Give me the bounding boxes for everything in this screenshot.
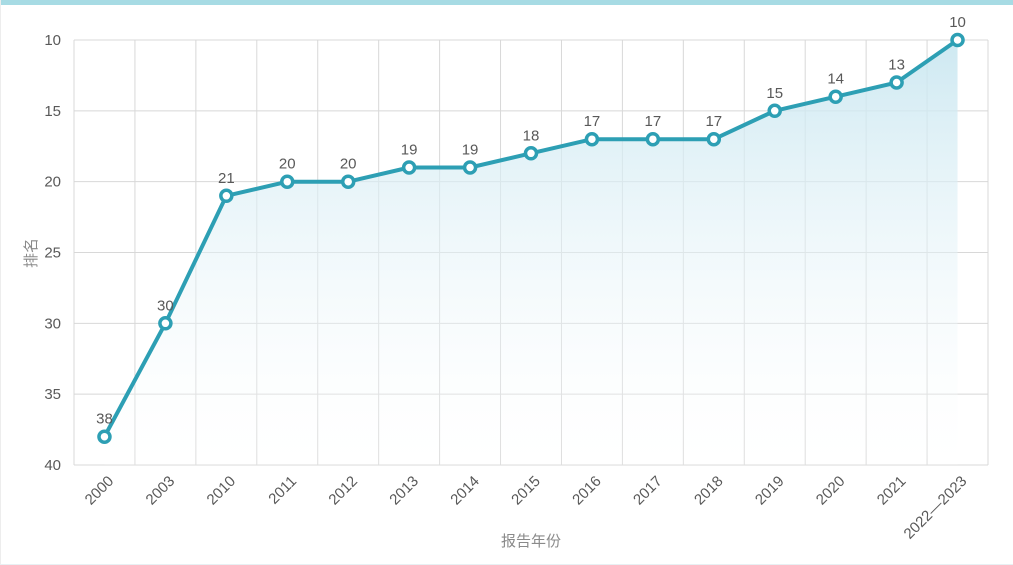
y-tick-label: 30 bbox=[44, 315, 61, 332]
data-point-label: 18 bbox=[523, 127, 540, 144]
data-point-marker[interactable] bbox=[767, 103, 782, 119]
y-tick-label: 10 bbox=[44, 32, 61, 49]
data-point-label: 13 bbox=[888, 57, 905, 74]
data-point-label: 10 bbox=[949, 14, 966, 31]
data-point-marker[interactable] bbox=[462, 160, 478, 175]
data-point-label: 19 bbox=[462, 142, 479, 159]
x-tick-label: 2022—2023 bbox=[901, 473, 971, 543]
x-tick-label: 2013 bbox=[386, 473, 422, 509]
data-point-label: 20 bbox=[340, 156, 357, 173]
x-tick-label: 2021 bbox=[874, 473, 910, 509]
data-point-label: 14 bbox=[827, 71, 844, 88]
data-point-marker[interactable] bbox=[706, 131, 722, 147]
area-fill bbox=[104, 40, 958, 465]
y-tick-label: 40 bbox=[44, 457, 61, 474]
x-axis-title: 报告年份 bbox=[501, 533, 561, 550]
data-point-marker[interactable] bbox=[219, 188, 234, 204]
x-tick-label: 2018 bbox=[691, 473, 727, 509]
data-point-marker[interactable] bbox=[97, 429, 112, 444]
y-tick-label: 35 bbox=[44, 386, 61, 403]
data-point-label: 17 bbox=[705, 113, 722, 130]
y-tick-label: 15 bbox=[44, 103, 61, 120]
data-point-marker[interactable] bbox=[401, 160, 417, 175]
data-point-marker[interactable] bbox=[889, 75, 904, 90]
data-point-marker[interactable] bbox=[523, 146, 539, 161]
y-axis-title: 排名 bbox=[23, 238, 40, 268]
x-tick-label: 2016 bbox=[569, 473, 605, 509]
x-tick-label: 2019 bbox=[752, 473, 788, 509]
x-tick-label: 2003 bbox=[143, 473, 179, 509]
data-point-label: 17 bbox=[645, 113, 662, 130]
data-point-marker[interactable] bbox=[340, 174, 356, 189]
data-point-marker[interactable] bbox=[645, 131, 661, 147]
x-tick-label: 2020 bbox=[813, 473, 849, 509]
data-point-label: 19 bbox=[401, 142, 418, 159]
data-point-marker[interactable] bbox=[950, 32, 965, 48]
data-point-label: 38 bbox=[96, 411, 113, 428]
data-point-marker[interactable] bbox=[828, 89, 843, 104]
top-accent-bar bbox=[1, 0, 1013, 5]
x-tick-label: 2017 bbox=[630, 473, 666, 509]
data-point-marker[interactable] bbox=[280, 174, 295, 189]
data-point-label: 21 bbox=[218, 170, 235, 187]
x-tick-label: 2000 bbox=[82, 473, 118, 509]
data-point-label: 30 bbox=[157, 297, 174, 314]
data-point-label: 17 bbox=[584, 113, 601, 130]
data-point-label: 15 bbox=[766, 85, 783, 102]
x-tick-label: 2011 bbox=[265, 473, 300, 508]
y-tick-label: 20 bbox=[44, 174, 61, 191]
data-point-label: 20 bbox=[279, 156, 296, 173]
x-tick-label: 2014 bbox=[447, 473, 483, 509]
data-point-marker[interactable] bbox=[584, 131, 600, 147]
x-tick-label: 2015 bbox=[508, 473, 544, 509]
x-tick-label: 2010 bbox=[204, 473, 240, 509]
x-tick-label: 2012 bbox=[325, 473, 361, 509]
data-point-marker[interactable] bbox=[158, 316, 173, 331]
y-tick-label: 25 bbox=[44, 245, 61, 262]
